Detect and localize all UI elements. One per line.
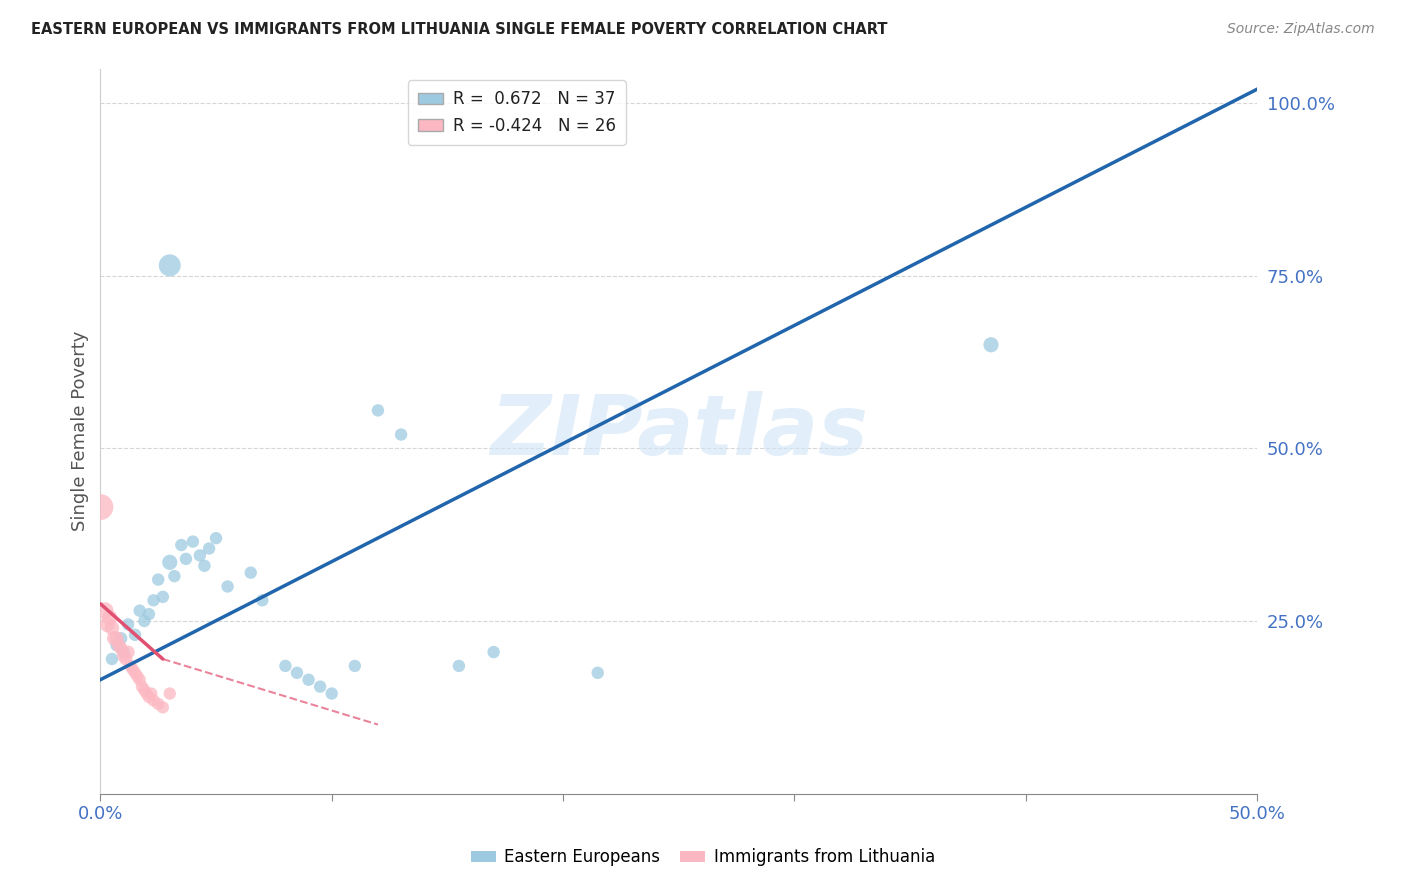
Point <box>980 338 1002 352</box>
Point <box>124 665 146 680</box>
Point <box>112 645 135 659</box>
Point <box>101 652 124 666</box>
Point <box>159 687 181 701</box>
Point <box>101 621 124 635</box>
Point <box>134 683 156 698</box>
Point <box>135 687 157 701</box>
Point <box>131 680 153 694</box>
Point <box>297 673 319 687</box>
Point <box>148 573 170 587</box>
Point <box>447 659 470 673</box>
Point <box>96 617 118 632</box>
Point <box>110 632 132 646</box>
Point <box>188 549 211 563</box>
Point <box>170 538 193 552</box>
Point <box>108 638 131 652</box>
Point <box>389 427 412 442</box>
Point <box>127 669 149 683</box>
Point <box>98 610 121 624</box>
Point <box>142 593 165 607</box>
Point <box>142 693 165 707</box>
Point <box>117 645 139 659</box>
Point <box>114 652 136 666</box>
Point <box>117 617 139 632</box>
Point <box>152 700 174 714</box>
Point <box>138 607 160 621</box>
Point <box>321 687 343 701</box>
Legend: Eastern Europeans, Immigrants from Lithuania: Eastern Europeans, Immigrants from Lithu… <box>464 842 942 873</box>
Point <box>174 552 197 566</box>
Point <box>482 645 505 659</box>
Point <box>128 604 150 618</box>
Point <box>159 555 181 569</box>
Point <box>89 500 111 514</box>
Point <box>274 659 297 673</box>
Text: EASTERN EUROPEAN VS IMMIGRANTS FROM LITHUANIA SINGLE FEMALE POVERTY CORRELATION : EASTERN EUROPEAN VS IMMIGRANTS FROM LITH… <box>31 22 887 37</box>
Point <box>309 680 332 694</box>
Y-axis label: Single Female Poverty: Single Female Poverty <box>72 331 89 532</box>
Point <box>141 687 163 701</box>
Point <box>112 648 135 663</box>
Point <box>128 673 150 687</box>
Point <box>586 665 609 680</box>
Point <box>134 614 156 628</box>
Legend: R =  0.672   N = 37, R = -0.424   N = 26: R = 0.672 N = 37, R = -0.424 N = 26 <box>408 80 626 145</box>
Point <box>343 659 366 673</box>
Point <box>181 534 204 549</box>
Point <box>367 403 389 417</box>
Point <box>239 566 262 580</box>
Point <box>105 638 128 652</box>
Point <box>193 558 215 573</box>
Text: ZIPatlas: ZIPatlas <box>489 391 868 472</box>
Point <box>285 665 308 680</box>
Point <box>103 632 125 646</box>
Point <box>159 258 181 272</box>
Point <box>198 541 221 556</box>
Point <box>120 659 142 673</box>
Point <box>124 628 146 642</box>
Point <box>105 632 128 646</box>
Point <box>148 697 170 711</box>
Point <box>121 662 143 676</box>
Point <box>94 604 117 618</box>
Text: Source: ZipAtlas.com: Source: ZipAtlas.com <box>1227 22 1375 37</box>
Point <box>110 641 132 656</box>
Point <box>138 690 160 704</box>
Point <box>152 590 174 604</box>
Point <box>205 531 228 545</box>
Point <box>163 569 186 583</box>
Point <box>252 593 274 607</box>
Point <box>217 579 239 593</box>
